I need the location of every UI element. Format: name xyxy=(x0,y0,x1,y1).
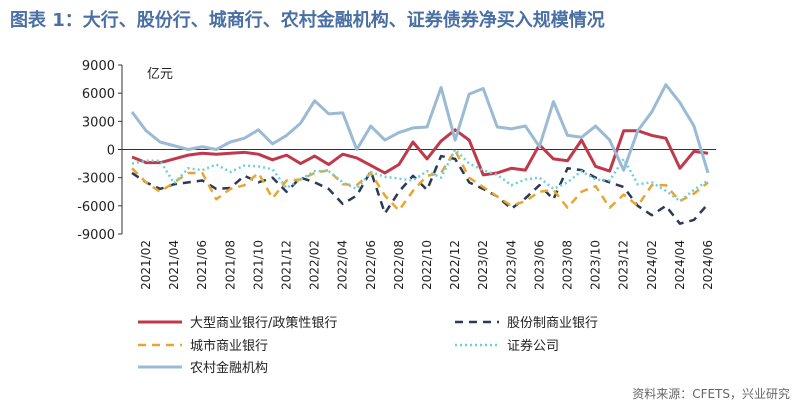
legend-label: 股份制商业银行 xyxy=(507,316,598,331)
x-tick-label: 2022/12 xyxy=(448,240,462,290)
x-tick-label: 2024/04 xyxy=(673,240,687,290)
x-tick-label: 2022/10 xyxy=(420,240,434,290)
y-tick-label: -9000 xyxy=(77,228,115,243)
legend-label: 大型商业银行/政策性银行 xyxy=(190,315,337,331)
legend-label: 城市商业银行 xyxy=(190,338,268,354)
x-tick-label: 2024/06 xyxy=(701,240,715,290)
y-tick-label: 9000 xyxy=(82,59,115,74)
x-tick-label: 2021/12 xyxy=(280,240,294,290)
x-tick-label: 2023/10 xyxy=(589,240,603,290)
series-line xyxy=(131,148,709,203)
y-tick-label: 6000 xyxy=(82,87,115,102)
x-tick-label: 2021/08 xyxy=(223,240,237,290)
x-tick-label: 2021/04 xyxy=(167,240,181,290)
y-tick-label: 3000 xyxy=(82,115,115,130)
legend-label: 农村金融机构 xyxy=(190,360,268,376)
x-tick-label: 2023/04 xyxy=(504,240,518,290)
y-tick-label: -6000 xyxy=(77,200,115,215)
chart-title: 图表 1：大行、股份行、城商行、农村金融机构、证券债券净买入规模情况 xyxy=(10,9,605,31)
x-tick-label: 2022/08 xyxy=(392,240,406,290)
legend-label: 证券公司 xyxy=(507,338,559,354)
y-tick-label: 0 xyxy=(107,144,115,159)
x-tick-label: 2021/10 xyxy=(251,240,265,290)
x-tick-label: 2023/02 xyxy=(476,240,490,290)
x-tick-label: 2022/06 xyxy=(364,240,378,290)
x-tick-label: 2023/12 xyxy=(617,240,631,290)
x-tick-label: 2022/04 xyxy=(336,240,350,290)
y-unit: 亿元 xyxy=(147,67,173,82)
x-tick-label: 2023/08 xyxy=(561,240,575,290)
x-tick-label: 2024/02 xyxy=(645,240,659,290)
x-tick-label: 2021/02 xyxy=(139,240,153,290)
y-tick-label: -3000 xyxy=(77,172,115,187)
source: 资料来源：CFETS，兴业研究 xyxy=(632,386,790,401)
x-tick-label: 2021/06 xyxy=(195,240,209,290)
x-tick-label: 2022/02 xyxy=(308,240,322,290)
series-line xyxy=(130,83,710,174)
x-tick-label: 2023/06 xyxy=(532,240,546,290)
series-line xyxy=(131,149,709,212)
series-line xyxy=(131,128,709,177)
series-line xyxy=(131,154,709,225)
